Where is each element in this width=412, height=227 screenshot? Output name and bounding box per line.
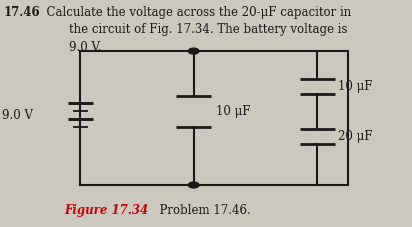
Text: Calculate the voltage across the 20-μF capacitor in
        the circuit of Fig. : Calculate the voltage across the 20-μF c… — [39, 6, 351, 54]
Text: 17.46: 17.46 — [3, 6, 40, 19]
Circle shape — [188, 48, 199, 54]
Text: 20 μF: 20 μF — [338, 130, 372, 143]
Text: 10 μF: 10 μF — [338, 80, 372, 93]
Text: 10 μF: 10 μF — [216, 105, 251, 118]
Text: Problem 17.46.: Problem 17.46. — [152, 204, 251, 217]
Text: 9.0 V: 9.0 V — [2, 109, 33, 122]
Text: Figure 17.34: Figure 17.34 — [64, 204, 148, 217]
Circle shape — [188, 182, 199, 188]
